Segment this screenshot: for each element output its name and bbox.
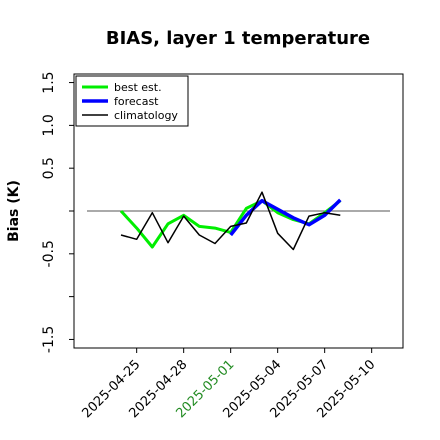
chart-title: BIAS, layer 1 temperature: [106, 28, 370, 49]
x-axis-ticks: 2025-04-252025-04-282025-05-012025-05-04…: [79, 348, 378, 421]
series-line-forecast: [229, 198, 342, 237]
legend-box: [75, 75, 189, 127]
y-tick-label: -0.5: [41, 240, 57, 267]
series-layer: [119, 191, 342, 251]
y-tick-label: 1.5: [41, 71, 57, 93]
y-axis-label: Bias (K): [6, 180, 22, 242]
y-tick-label: 1.0: [41, 114, 57, 136]
legend-label-forecast: forecast: [114, 95, 159, 108]
y-axis-ticks: -1.5 -0.5 0.5 1.0 1.5: [41, 71, 74, 353]
series-line-climatology: [120, 191, 341, 251]
y-tick-label: -1.5: [41, 326, 57, 353]
legend-label-best-est: best est.: [114, 81, 162, 94]
y-tick-label: 0.5: [41, 157, 57, 179]
legend-label-climatology: climatology: [114, 109, 178, 122]
